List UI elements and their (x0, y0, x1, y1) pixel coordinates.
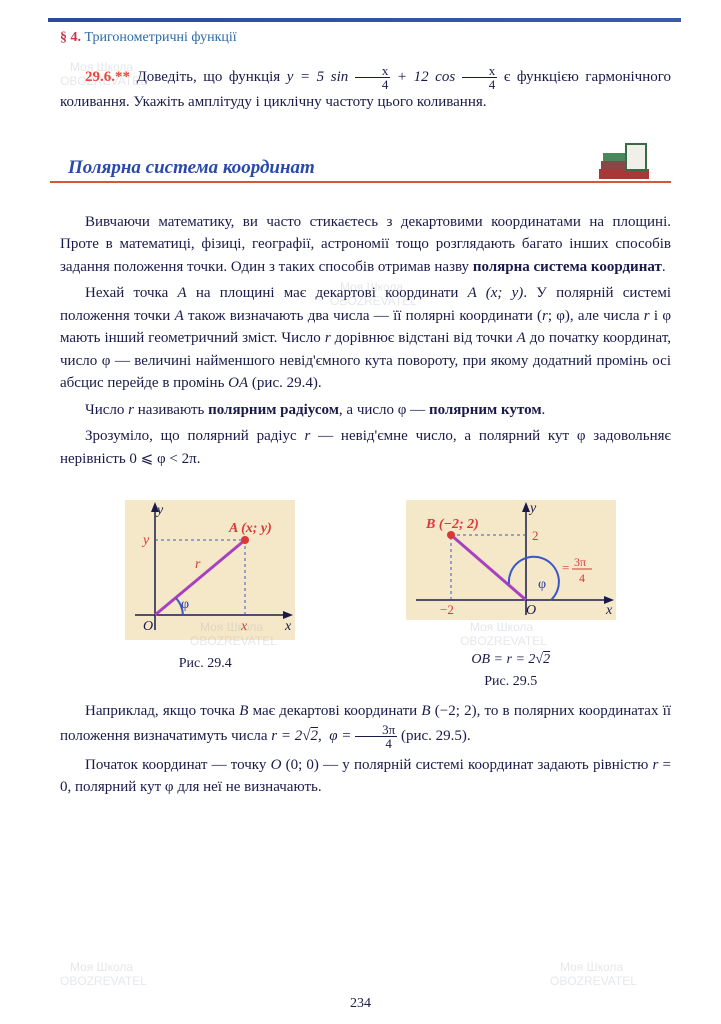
frac-3pi4: 3π4 (355, 723, 397, 750)
svg-text:A (x; y): A (x; y) (228, 521, 272, 536)
figure-29-5: y x O B (−2; 2) 2 −2 φ = 3π 4 OB = r = 2… (396, 490, 626, 690)
paragraph-3: Число r називають полярним радіусом, а ч… (60, 399, 671, 422)
svg-text:r: r (195, 557, 201, 572)
svg-text:y: y (155, 503, 164, 518)
paragraph-4: Зрозуміло, що полярний радіус r — невід'… (60, 425, 671, 470)
figure-29-4: y x O y x r φ A (x; y) Рис. 29.4 (105, 490, 305, 690)
svg-text:x: x (605, 603, 613, 618)
paragraph-6: Початок координат — точку O (0; 0) — у п… (60, 754, 671, 799)
svg-text:O: O (143, 619, 153, 634)
bold-radius: полярним радіусом (208, 402, 339, 418)
bold-polar: полярна система координат (473, 259, 662, 275)
svg-text:φ: φ (181, 597, 189, 612)
formula-eq: = 5 sin (293, 69, 348, 85)
svg-text:y: y (141, 533, 150, 548)
problem-29-6: 29.6.** Доведіть, що функція y = 5 sin x… (60, 64, 671, 114)
paragraph-1: Вивчаючи математику, ви часто стикаєтесь… (60, 211, 671, 279)
watermark: Моя Школа (70, 960, 133, 974)
svg-text:B (−2; 2): B (−2; 2) (425, 517, 479, 532)
formula-plus: + 12 cos (397, 69, 455, 85)
svg-text:−2: −2 (440, 602, 454, 617)
problem-number: 29.6.** (85, 69, 130, 85)
svg-text:O: O (526, 603, 536, 618)
paragraph-2: Нехай точка A на площині має декартові к… (60, 282, 671, 395)
section-num: § 4. (60, 30, 81, 45)
paragraph-5: Наприклад, якщо точка B має декартові ко… (60, 700, 671, 750)
fig2-formula: OB = r = 2√2 (396, 652, 626, 668)
watermark: OBOZREVATEL (60, 974, 147, 988)
svg-text:x: x (240, 619, 248, 634)
svg-text:y: y (528, 501, 537, 516)
header: § 4. Тригонометричні функції (60, 30, 671, 46)
svg-text:3π: 3π (574, 555, 586, 569)
bold-angle: полярним кутом (429, 402, 542, 418)
title-underline (50, 181, 671, 183)
fig1-svg: y x O y x r φ A (x; y) (105, 490, 305, 650)
page: § 4. Тригонометричні функції 29.6.** Дов… (0, 0, 721, 1024)
frac-x4-2: x4 (462, 64, 498, 91)
watermark: Моя Школа (560, 960, 623, 974)
section-title-box: Полярна система координат (50, 139, 671, 191)
books-icon (591, 139, 661, 189)
problem-text-before: Доведіть, що функція (137, 69, 287, 85)
figures-row: y x O y x r φ A (x; y) Рис. 29.4 (60, 490, 671, 690)
svg-text:4: 4 (579, 571, 585, 585)
fig1-caption: Рис. 29.4 (105, 656, 305, 672)
top-bar (48, 18, 681, 22)
svg-text:φ: φ (538, 577, 546, 592)
svg-text:x: x (284, 619, 292, 634)
fig2-svg: y x O B (−2; 2) 2 −2 φ = 3π 4 (396, 490, 626, 650)
section-title: Тригонометричні функції (85, 30, 237, 45)
svg-text:2: 2 (532, 528, 539, 543)
title-text: Полярна система координат (68, 157, 315, 179)
svg-text:=: = (562, 560, 569, 575)
page-number: 234 (0, 996, 721, 1012)
fig2-caption: Рис. 29.5 (396, 674, 626, 690)
frac-x4-1: x4 (355, 64, 391, 91)
watermark: OBOZREVATEL (550, 974, 637, 988)
